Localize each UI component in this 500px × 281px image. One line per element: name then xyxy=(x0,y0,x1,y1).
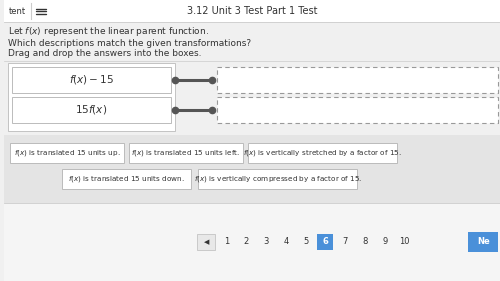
FancyBboxPatch shape xyxy=(318,234,334,250)
FancyBboxPatch shape xyxy=(4,22,500,281)
Text: 3: 3 xyxy=(263,237,268,246)
Text: $15f(x)$: $15f(x)$ xyxy=(76,103,108,117)
Text: $f(x)$ is vertically compressed by a factor of 15.: $f(x)$ is vertically compressed by a fac… xyxy=(194,174,362,184)
Text: $f(x)$ is translated 15 units up.: $f(x)$ is translated 15 units up. xyxy=(14,148,120,158)
Text: 10: 10 xyxy=(400,237,410,246)
FancyBboxPatch shape xyxy=(12,97,170,123)
FancyBboxPatch shape xyxy=(198,169,357,189)
Text: Drag and drop the answers into the boxes.: Drag and drop the answers into the boxes… xyxy=(8,49,202,58)
Text: tent: tent xyxy=(9,6,26,15)
FancyBboxPatch shape xyxy=(248,143,397,163)
FancyBboxPatch shape xyxy=(198,234,216,250)
FancyBboxPatch shape xyxy=(4,203,500,281)
Text: 5: 5 xyxy=(303,237,308,246)
Text: 6: 6 xyxy=(322,237,328,246)
Text: 1: 1 xyxy=(224,237,229,246)
FancyBboxPatch shape xyxy=(468,232,498,252)
Text: 2: 2 xyxy=(244,237,248,246)
Text: 7: 7 xyxy=(342,237,348,246)
Text: $f(x)$ is vertically stretched by a factor of 15.: $f(x)$ is vertically stretched by a fact… xyxy=(243,148,402,158)
FancyBboxPatch shape xyxy=(218,97,498,123)
Text: 3.12 Unit 3 Test Part 1 Test: 3.12 Unit 3 Test Part 1 Test xyxy=(187,6,318,16)
FancyBboxPatch shape xyxy=(62,169,190,189)
Text: 9: 9 xyxy=(382,237,388,246)
FancyBboxPatch shape xyxy=(129,143,243,163)
FancyBboxPatch shape xyxy=(218,67,498,93)
Text: Which descriptions match the given transformations?: Which descriptions match the given trans… xyxy=(8,38,251,47)
Text: $f(x)-15$: $f(x)-15$ xyxy=(69,74,114,87)
Text: Ne: Ne xyxy=(477,237,490,246)
Text: $f(x)$ is translated 15 units down.: $f(x)$ is translated 15 units down. xyxy=(68,174,184,184)
FancyBboxPatch shape xyxy=(4,0,500,22)
Text: 4: 4 xyxy=(283,237,288,246)
FancyBboxPatch shape xyxy=(4,135,500,203)
Text: ◀: ◀ xyxy=(204,239,209,245)
Text: $f(x)$ is translated 15 units left.: $f(x)$ is translated 15 units left. xyxy=(132,148,240,158)
FancyBboxPatch shape xyxy=(12,67,170,93)
FancyBboxPatch shape xyxy=(10,143,124,163)
Text: 8: 8 xyxy=(362,237,368,246)
FancyBboxPatch shape xyxy=(8,63,174,131)
Text: Let $f(x)$ represent the linear parent function.: Let $f(x)$ represent the linear parent f… xyxy=(8,26,209,38)
